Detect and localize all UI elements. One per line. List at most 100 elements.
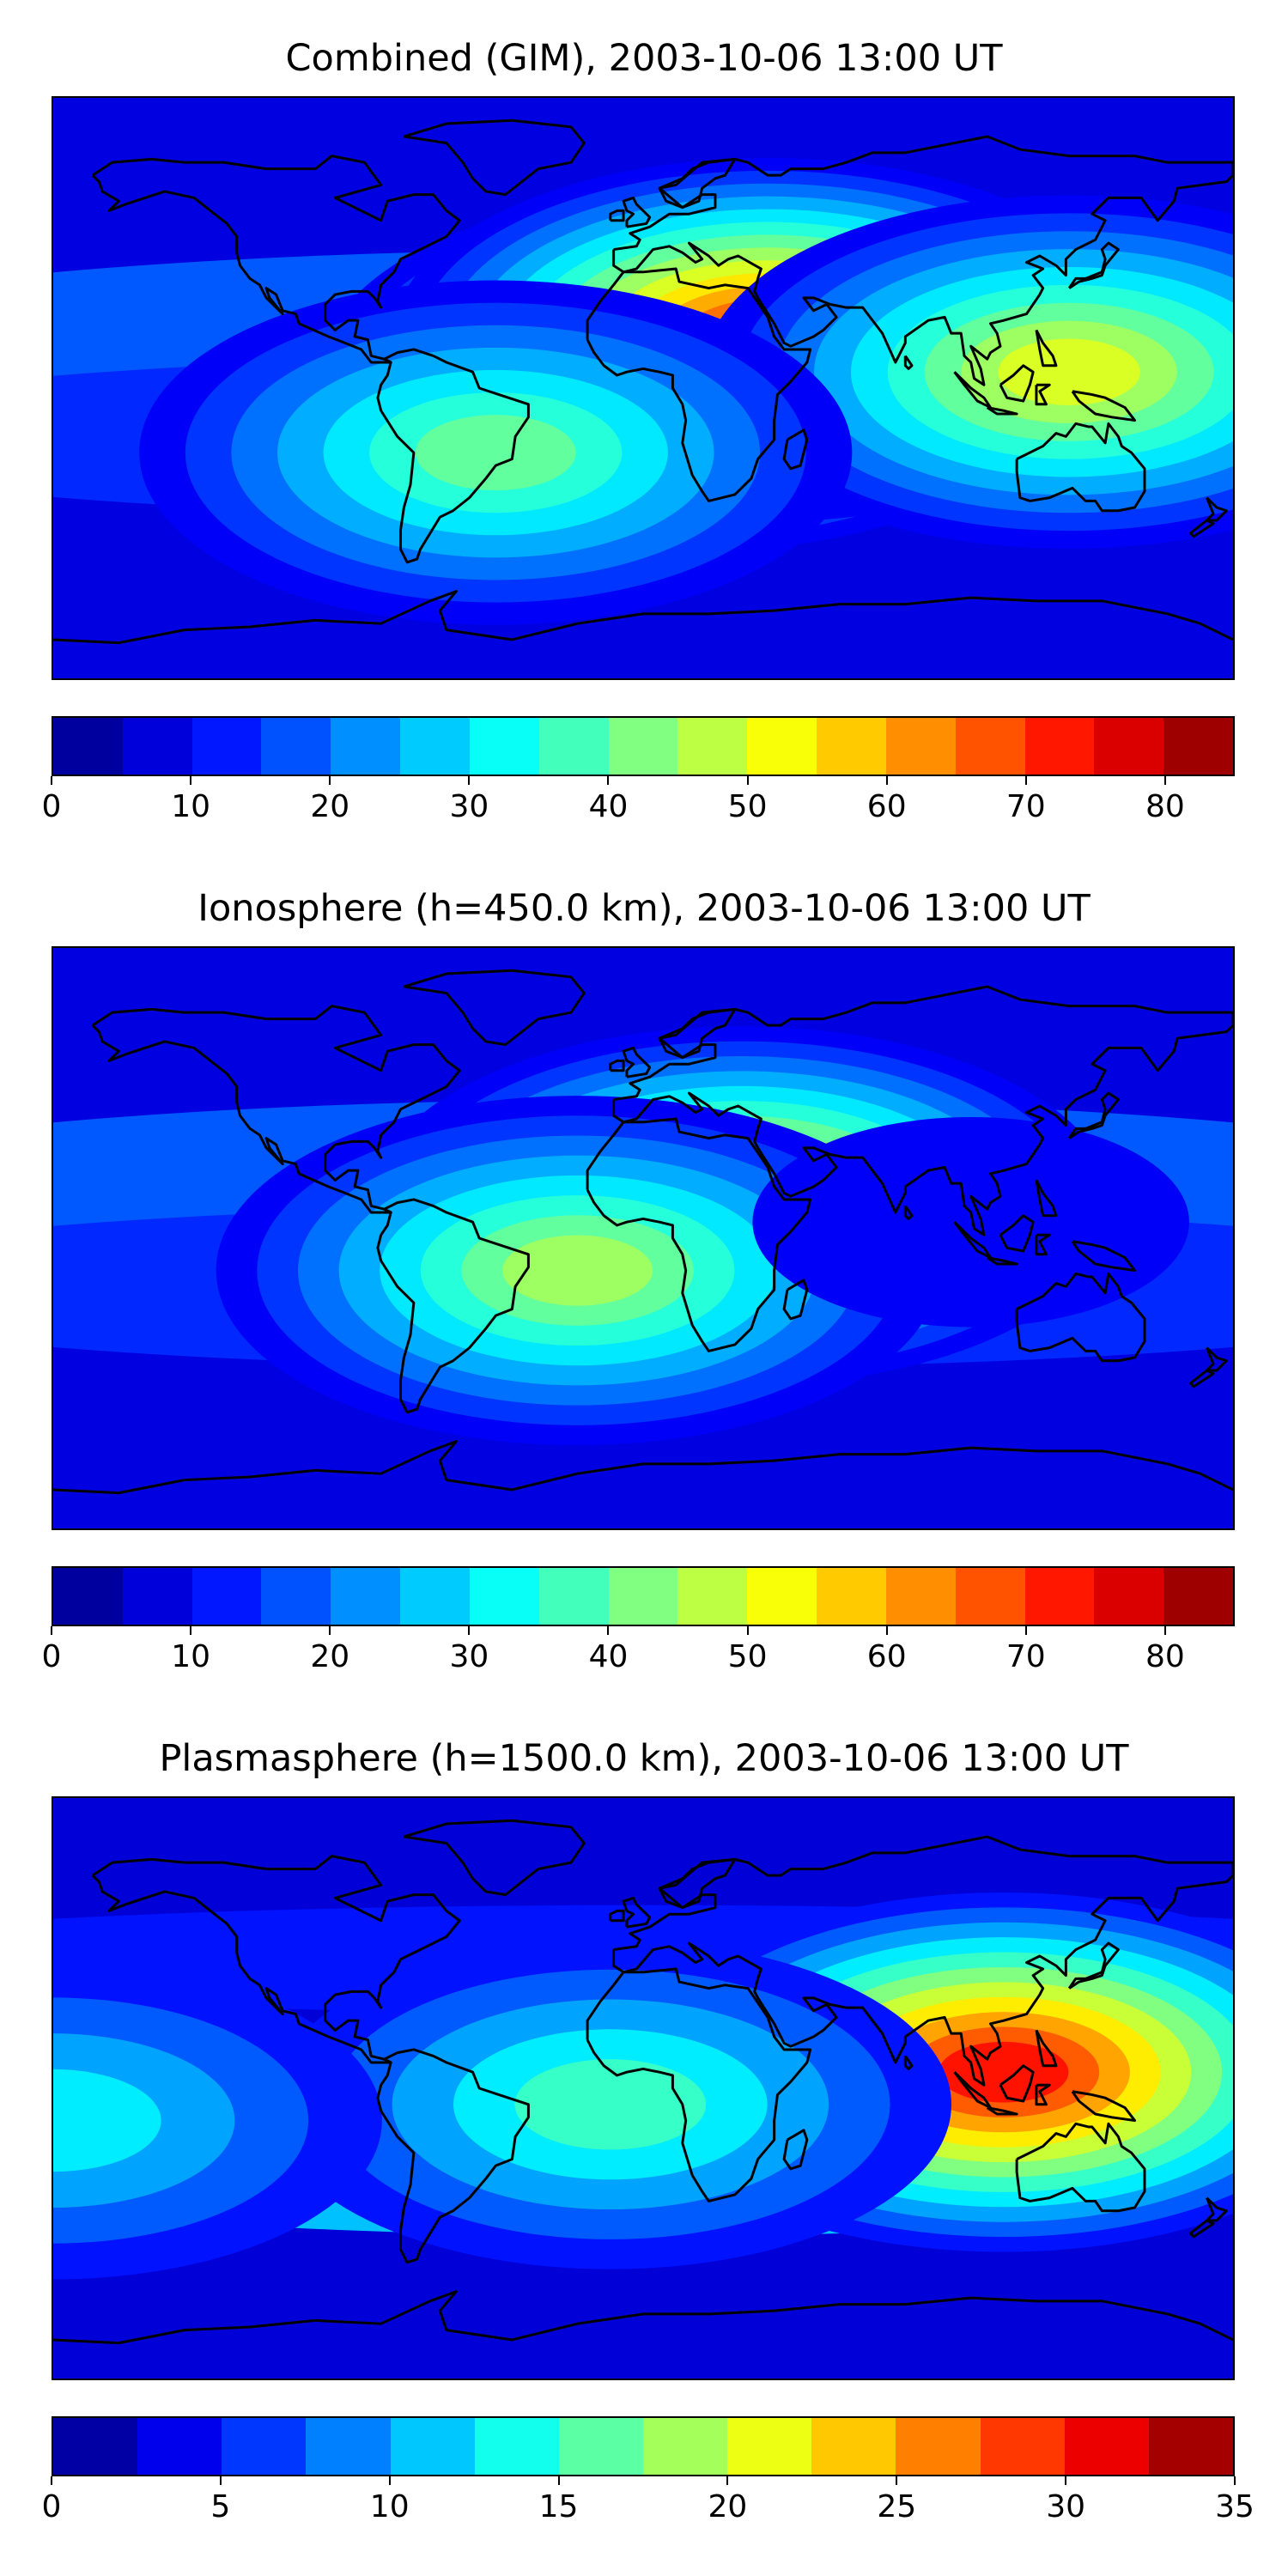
- colorbar: [52, 716, 1235, 776]
- coastline: [622, 196, 652, 228]
- coastline: [1188, 2219, 1215, 2239]
- coastline: [1035, 383, 1051, 406]
- colorbar-tick-label: 10: [369, 2489, 410, 2524]
- colorbar-segment: [1148, 2418, 1233, 2475]
- coastline: [1067, 241, 1120, 289]
- colorbar-tick: [190, 776, 192, 785]
- colorbar-tick: [468, 776, 471, 785]
- colorbar-tick-label: 10: [171, 1639, 211, 1674]
- colorbar-segment: [191, 1568, 262, 1625]
- coastline: [1035, 1179, 1058, 1218]
- panel-title: Combined (GIM), 2003-10-06 13:00 UT: [285, 37, 1003, 80]
- colorbar-segment: [538, 718, 609, 775]
- colorbar-tick: [329, 1626, 331, 1635]
- colorbar-tick-label: 40: [588, 1639, 629, 1674]
- colorbar-segment: [980, 2418, 1065, 2475]
- colorbar-tick-label: 30: [449, 1639, 489, 1674]
- coastline: [1188, 1369, 1215, 1388]
- colorbar: [52, 2416, 1235, 2476]
- colorbar: [52, 1566, 1235, 1626]
- coastline: [986, 1256, 1018, 1266]
- coastline: [999, 364, 1035, 403]
- colorbar-segment: [331, 718, 401, 775]
- coastline: [403, 118, 586, 197]
- colorbar-tick: [51, 2476, 52, 2485]
- colorbar-tick-label: 15: [538, 2489, 579, 2524]
- colorbar-tick: [746, 1626, 749, 1635]
- colorbar-tick-label: 0: [41, 1639, 62, 1674]
- coastline: [1071, 1240, 1137, 1273]
- colorbar-segment: [955, 1568, 1025, 1625]
- colorbar-tick-label: 60: [866, 789, 907, 824]
- colorbar-segment: [538, 1568, 609, 1625]
- coastline: [91, 1005, 461, 1214]
- coastline: [376, 1198, 530, 1414]
- coastline: [376, 2048, 530, 2264]
- colorbar-segment: [400, 1568, 470, 1625]
- colorbar-segment: [222, 2418, 307, 2475]
- contour-level: [998, 338, 1140, 405]
- colorbar-tick: [1163, 776, 1166, 785]
- coastline: [403, 969, 586, 1047]
- coastline: [903, 2055, 914, 2070]
- colorbar-segment: [1163, 1568, 1234, 1625]
- colorbar-segment: [390, 2418, 475, 2475]
- colorbar-tick: [388, 2476, 391, 2485]
- colorbar-segment: [885, 1568, 956, 1625]
- colorbar-segment: [122, 1568, 192, 1625]
- colorbar-segment: [817, 718, 886, 775]
- coastline: [1205, 496, 1228, 522]
- colorbar-tick-label: 0: [41, 789, 62, 824]
- colorbar-segment: [469, 718, 539, 775]
- colorbar-segment: [608, 1568, 678, 1625]
- coastline: [1205, 1346, 1228, 1372]
- coastline: [782, 428, 809, 471]
- colorbar-segment: [261, 718, 331, 775]
- coastline: [659, 1857, 737, 1910]
- coastline: [1015, 1272, 1146, 1363]
- colorbar-tick: [607, 1626, 610, 1635]
- colorbar-segment: [677, 1568, 748, 1625]
- colorbar-tick: [896, 2476, 898, 2485]
- coastline: [403, 1819, 586, 1897]
- colorbar-tick-label: 35: [1215, 2489, 1255, 2524]
- coastline: [1015, 422, 1146, 513]
- coastline: [53, 1440, 1233, 1495]
- contour-level: [415, 415, 576, 491]
- coastline: [1067, 1941, 1120, 1990]
- colorbar-segment: [400, 718, 470, 775]
- contour-level: [514, 2059, 707, 2150]
- colorbar-tick: [746, 776, 749, 785]
- colorbar-tick-label: 0: [41, 2489, 62, 2524]
- coastline: [1067, 1091, 1120, 1139]
- colorbar-segment: [331, 1568, 401, 1625]
- colorbar-segment: [1064, 2418, 1149, 2475]
- tec-map: [52, 96, 1235, 680]
- coastline: [586, 1967, 812, 2202]
- colorbar-tick-label: 60: [866, 1639, 907, 1674]
- coastline: [612, 985, 1233, 1236]
- colorbar-segment: [896, 2418, 981, 2475]
- coastline: [609, 1059, 625, 1072]
- colorbar-tick: [1024, 776, 1027, 785]
- coastline: [986, 2106, 1018, 2116]
- colorbar-tick-label: 40: [588, 789, 629, 824]
- colorbar-segment: [558, 2418, 643, 2475]
- colorbar-tick: [190, 1626, 192, 1635]
- coastline: [1071, 2090, 1137, 2123]
- colorbar-tick-label: 30: [1046, 2489, 1086, 2524]
- panel-title: Plasmasphere (h=1500.0 km), 2003-10-06 1…: [159, 1737, 1129, 1780]
- colorbar-segment: [469, 1568, 539, 1625]
- coastline: [622, 1896, 652, 1929]
- coastline: [622, 1046, 652, 1078]
- coastline: [999, 1214, 1035, 1253]
- colorbar-segment: [727, 2418, 812, 2475]
- colorbar-tick-label: 80: [1145, 789, 1185, 824]
- colorbar-segment: [53, 718, 123, 775]
- colorbar-tick-label: 20: [708, 2489, 748, 2524]
- colorbar-ticks: 0 10 20 30 40 50 60 70 80: [42, 776, 1235, 828]
- colorbar-tick-label: 80: [1145, 1639, 1185, 1674]
- panel-title: Ionosphere (h=450.0 km), 2003-10-06 13:0…: [197, 887, 1091, 930]
- coastline: [659, 1007, 737, 1060]
- coastline: [612, 1835, 1233, 2087]
